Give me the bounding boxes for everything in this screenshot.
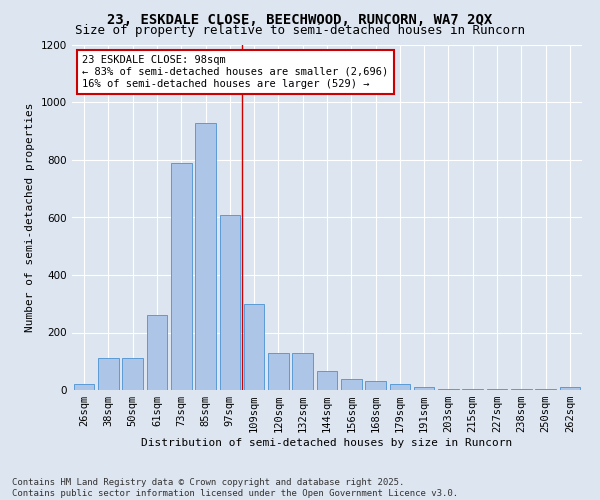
Bar bbox=[74, 384, 94, 390]
Bar bbox=[146, 316, 167, 390]
Y-axis label: Number of semi-detached properties: Number of semi-detached properties bbox=[25, 103, 35, 332]
Bar bbox=[268, 352, 289, 390]
Bar bbox=[389, 384, 410, 390]
Bar bbox=[171, 163, 191, 390]
Bar bbox=[414, 387, 434, 390]
Bar bbox=[244, 304, 265, 390]
Text: 23, ESKDALE CLOSE, BEECHWOOD, RUNCORN, WA7 2QX: 23, ESKDALE CLOSE, BEECHWOOD, RUNCORN, W… bbox=[107, 12, 493, 26]
Bar bbox=[463, 388, 483, 390]
Bar bbox=[317, 372, 337, 390]
Bar bbox=[341, 378, 362, 390]
Text: Size of property relative to semi-detached houses in Runcorn: Size of property relative to semi-detach… bbox=[75, 24, 525, 37]
Bar bbox=[292, 352, 313, 390]
Text: 23 ESKDALE CLOSE: 98sqm
← 83% of semi-detached houses are smaller (2,696)
16% of: 23 ESKDALE CLOSE: 98sqm ← 83% of semi-de… bbox=[82, 56, 388, 88]
Bar bbox=[122, 358, 143, 390]
Bar bbox=[98, 358, 119, 390]
Text: Contains HM Land Registry data © Crown copyright and database right 2025.
Contai: Contains HM Land Registry data © Crown c… bbox=[12, 478, 458, 498]
Bar bbox=[560, 387, 580, 390]
Bar bbox=[365, 382, 386, 390]
Bar bbox=[220, 214, 240, 390]
X-axis label: Distribution of semi-detached houses by size in Runcorn: Distribution of semi-detached houses by … bbox=[142, 438, 512, 448]
Bar bbox=[438, 388, 459, 390]
Bar bbox=[195, 122, 216, 390]
